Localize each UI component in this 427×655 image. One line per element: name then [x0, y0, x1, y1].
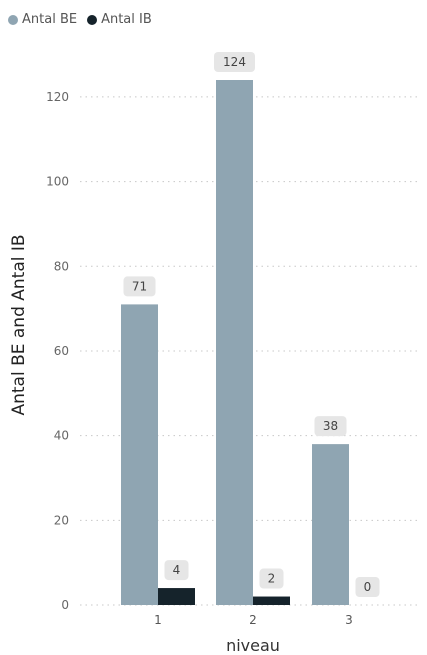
bar-antal-ib[interactable] — [253, 596, 290, 605]
data-label: 0 — [364, 580, 372, 594]
legend-item-antal-be[interactable]: Antal BE — [8, 12, 77, 27]
data-label: 38 — [323, 419, 338, 433]
bar-antal-be[interactable] — [312, 444, 349, 605]
bar-antal-be[interactable] — [121, 304, 158, 605]
y-tick-label: 20 — [54, 513, 69, 527]
y-axis-title: Antal BE and Antal IB — [9, 234, 29, 415]
axes: 0 20 40 60 80 100 120 1 2 3 — [46, 90, 353, 627]
y-tick-label: 40 — [54, 429, 69, 443]
y-tick-label: 100 — [46, 175, 69, 189]
data-label-bg — [355, 577, 380, 597]
x-tick-label: 3 — [345, 613, 353, 627]
legend: Antal BE Antal IB — [8, 12, 152, 27]
data-label-bg — [259, 568, 284, 589]
legend-label-antal-ib: Antal IB — [101, 12, 152, 27]
bar-antal-be[interactable] — [216, 80, 253, 605]
x-tick-label: 1 — [154, 613, 162, 627]
data-label-bg — [123, 276, 156, 297]
bar-antal-ib[interactable] — [158, 588, 195, 605]
data-label: 2 — [268, 572, 276, 586]
data-label-bg — [314, 416, 347, 437]
legend-marker-antal-ib — [87, 14, 98, 25]
data-labels: 71 124 38 4 2 0 — [123, 52, 380, 597]
legend-marker-antal-be — [8, 14, 18, 25]
data-label: 71 — [132, 279, 147, 293]
legend-item-antal-ib[interactable]: Antal IB — [87, 12, 152, 27]
data-label: 124 — [223, 55, 246, 69]
x-tick-label: 2 — [249, 613, 257, 627]
data-label-bg — [214, 52, 255, 72]
y-tick-label: 60 — [54, 344, 69, 358]
bars — [121, 80, 349, 605]
y-tick-label: 120 — [46, 90, 69, 104]
y-tick-label: 0 — [61, 598, 69, 612]
data-label-bg — [164, 560, 189, 581]
x-axis-title: niveau — [226, 636, 280, 655]
data-label: 4 — [173, 563, 181, 577]
legend-label-antal-be: Antal BE — [22, 12, 78, 27]
y-tick-label: 80 — [54, 259, 69, 273]
